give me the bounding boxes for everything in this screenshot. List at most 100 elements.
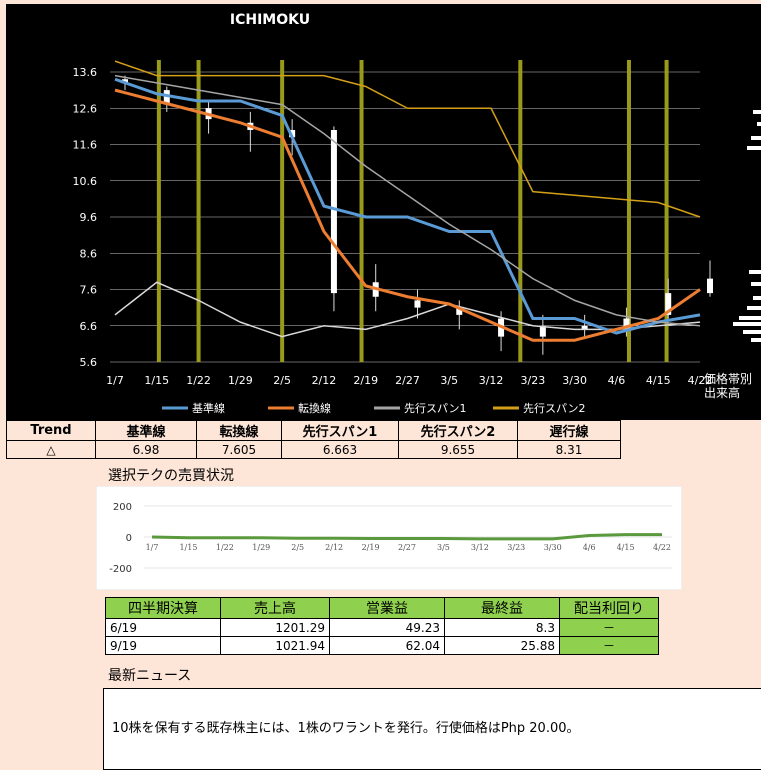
th-trend: Trend: [6, 420, 96, 441]
tech-chart: 200 0 -200 1/7 1/15 1/22 1/29 2/5 2/12 2/19 2/27 3…: [96, 486, 682, 590]
span1-value: 6.663: [281, 440, 399, 459]
volume-profile-bar: [743, 330, 761, 334]
legend-label: 先行スパン2: [523, 402, 586, 415]
y-tick-label: 6.6: [80, 320, 98, 333]
signal-bar: [156, 60, 161, 362]
signal-bar: [359, 60, 364, 362]
candle-body: [581, 325, 588, 330]
trend-table: Trend 基準線 転換線 先行スパン1 先行スパン2 遅行線 △ 6.98 7…: [6, 420, 621, 459]
sales-cell: 1021.94: [220, 636, 330, 655]
tech-series-line: [151, 533, 662, 541]
volume-profile-bar: [757, 122, 761, 126]
x-tick-label: 1/22: [216, 543, 234, 552]
y-tick-label: 5.6: [80, 356, 98, 369]
x-tick-label: 4/6: [608, 374, 626, 387]
op-cell: 49.23: [329, 618, 445, 637]
trend-value: △: [6, 440, 96, 459]
th-tenkan: 転換線: [196, 420, 282, 441]
chikou-value: 8.31: [517, 440, 621, 459]
volume-profile-bar: [751, 136, 761, 140]
signal-bar: [280, 60, 285, 362]
net-cell: 8.3: [444, 618, 560, 637]
x-tick-label: 1/15: [179, 543, 197, 552]
candle-body: [456, 307, 463, 315]
quarter-cell: 9/19: [105, 636, 221, 655]
x-tick-label: 4/15: [646, 374, 671, 387]
th-div: 配当利回り: [559, 597, 659, 619]
net-cell: 25.88: [444, 636, 560, 655]
chart-background: [6, 4, 761, 420]
th-chikou: 遅行線: [517, 420, 621, 441]
y-tick-label: 7.6: [80, 284, 98, 297]
signal-bar: [518, 60, 523, 362]
volume-profile-bar: [749, 270, 761, 274]
x-tick-label: 2/5: [273, 374, 291, 387]
candle-body: [665, 293, 672, 315]
x-tick-label: 3/5: [440, 374, 458, 387]
span2-line: [114, 60, 701, 218]
div-cell: －: [559, 636, 659, 655]
sales-cell: 1201.29: [220, 618, 330, 637]
candle-body: [623, 318, 630, 330]
news-text: 10株を保有する既存株主には、1株のワラントを発行。行使価格はPhp 20.00…: [112, 721, 580, 736]
x-tick-label: 2/12: [312, 374, 337, 387]
x-tick-label: 2/5: [291, 543, 304, 552]
volume-profile-bar: [753, 110, 761, 114]
candle-body: [122, 79, 128, 83]
x-tick-label: 4/6: [583, 543, 596, 552]
th-net: 最終益: [444, 597, 560, 619]
y-tick-label: 13.6: [73, 66, 98, 79]
x-tick-label: 4/15: [617, 543, 635, 552]
x-tick-label: 1/15: [144, 374, 169, 387]
x-tick-label: 4/22: [688, 374, 713, 387]
th-quarter: 四半期決算: [105, 597, 221, 619]
y-tick-label: -200: [109, 564, 132, 575]
chart-title: ICHIMOKU: [230, 12, 310, 28]
x-tick-label: 4/22: [653, 543, 671, 552]
x-tick-label: 2/27: [398, 543, 416, 552]
financials-table: 四半期決算 売上高 営業益 最終益 配当利回り 6/19 1201.29 49.…: [105, 597, 659, 655]
tenkan-value: 7.605: [196, 440, 282, 459]
tech-section-title: 選択テクの売買状況: [108, 468, 234, 484]
candle-body: [707, 278, 713, 294]
x-tick-label: 2/12: [325, 543, 343, 552]
y-tick-label: 8.6: [80, 247, 98, 260]
y-tick-label: 200: [113, 502, 132, 513]
legend-label: 転換線: [298, 401, 331, 415]
legend-label: 先行スパン1: [404, 402, 467, 415]
side-label: 価格帯別出来高: [704, 371, 752, 400]
kijun-line: [114, 77, 701, 335]
th-op: 営業益: [329, 597, 445, 619]
x-tick-label: 3/12: [471, 543, 489, 552]
x-tick-label: 3/30: [562, 374, 587, 387]
th-span1: 先行スパン1: [281, 420, 399, 441]
signal-bar: [626, 60, 631, 362]
th-sales: 売上高: [220, 597, 330, 619]
news-title: 最新ニュース: [108, 668, 192, 684]
signal-bar: [196, 60, 201, 362]
candle-body: [163, 90, 170, 105]
volume-profile-bar: [751, 282, 761, 286]
x-tick-label: 1/7: [146, 543, 159, 552]
x-tick-label: 3/12: [479, 374, 504, 387]
x-tick-label: 3/23: [507, 543, 525, 552]
legend-label: 基準線: [192, 401, 225, 415]
y-tick-label: 0: [126, 533, 132, 544]
span1-line: [114, 74, 701, 327]
candle-body: [539, 325, 546, 337]
signal-bar: [664, 60, 669, 362]
x-tick-label: 3/23: [521, 374, 546, 387]
kijun-value: 6.98: [95, 440, 197, 459]
y-tick-label: 9.6: [80, 211, 98, 224]
x-tick-label: 1/22: [186, 374, 211, 387]
x-tick-label: 2/19: [362, 543, 380, 552]
x-tick-label: 1/7: [106, 374, 124, 387]
op-cell: 62.04: [329, 636, 445, 655]
x-tick-label: 3/5: [437, 543, 450, 552]
x-tick-label: 3/30: [544, 543, 562, 552]
volume-profile-bar: [747, 306, 761, 310]
volume-profile-bar: [747, 146, 761, 150]
news-box: 10株を保有する既存株主には、1株のワラントを発行。行使価格はPhp 20.00…: [103, 688, 761, 770]
quarter-cell: 6/19: [105, 618, 221, 637]
table-row: 9/19 1021.94 62.04 25.88 －: [105, 636, 659, 655]
